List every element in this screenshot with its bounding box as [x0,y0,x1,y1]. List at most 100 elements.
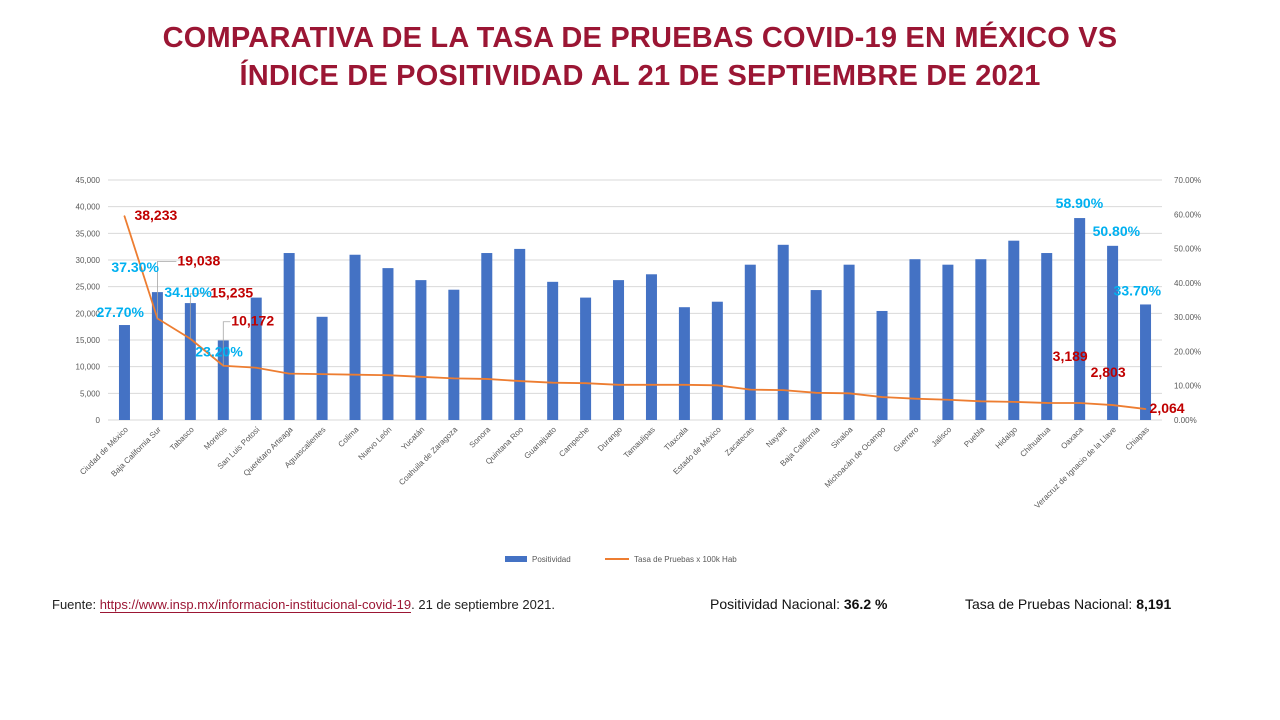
line-point [848,392,850,395]
data-label: 37.30% [111,259,159,275]
bar-positividad [118,325,130,420]
line-point [321,373,323,375]
bar-positividad [514,248,526,420]
bar-positividad [316,316,328,420]
data-label: 58.90% [1056,195,1104,211]
line-point [683,384,686,386]
line-point [947,398,949,401]
line-point [1078,402,1081,404]
label-leader-line [222,321,231,366]
line-point [123,215,126,217]
y-right-tick-label: 40.00% [1174,279,1201,288]
source-note: Fuente: https://www.insp.mx/informacion-… [52,597,555,613]
line-point [288,372,290,375]
bar-positividad [942,264,954,420]
line-point [1045,402,1048,404]
bar-positividad [580,297,592,420]
line-point [749,388,752,391]
x-tick-label: Jalisco [930,425,954,449]
x-tick-label: Colima [336,425,360,449]
bar-positividad [217,340,229,420]
line-point [255,366,258,369]
line-point [815,392,817,394]
bar-positividad [448,289,460,420]
x-tick-label: Campeche [557,425,591,459]
bar-positividad [843,264,855,420]
data-label: 2,064 [1150,400,1185,416]
data-label: 27.70% [96,304,144,320]
y-left-tick-label: 30,000 [76,256,101,265]
x-tick-label: Michoacán de Ocampo [823,425,888,490]
line-point [914,397,916,400]
x-tick-label: Puebla [962,425,986,449]
data-label: 10,172 [231,313,274,329]
x-tick-label: Tamaulipas [622,425,657,460]
line-point [518,380,521,382]
legend-label-positividad: Positividad [532,555,571,564]
source-prefix: Fuente: [52,597,100,612]
bar-positividad [184,303,196,420]
positivity-label: Positividad Nacional: [710,596,844,612]
x-tick-label: Durango [596,425,624,453]
x-tick-label: Nuevo León [357,425,394,462]
line-point [1144,408,1147,410]
bar-positividad [547,281,559,420]
bar-positividad [711,301,723,420]
line-point [617,384,620,386]
bar-positividad [382,268,394,420]
line-point [485,378,488,380]
bar-positividad [481,253,493,420]
x-tick-label: Yucatán [400,425,427,452]
chart-title-line2: ÍNDICE DE POSITIVIDAD AL 21 DE SEPTIEMBR… [239,60,1041,92]
x-tick-label: Guanajuato [522,425,558,461]
x-tick-label: Nayarit [764,425,789,450]
national-positivity: Positividad Nacional: 36.2 % [710,596,887,612]
x-tick-label: Hidalgo [994,425,1020,451]
line-point [881,396,883,398]
bar-positividad [909,259,921,420]
y-right-tick-label: 20.00% [1174,347,1201,356]
line-point [584,382,587,384]
y-left-tick-label: 40,000 [76,203,101,212]
bar-positividad [777,244,789,420]
x-tick-label: Chihuahua [1018,425,1052,459]
y-left-tick-label: 0 [96,416,101,425]
x-tick-label: Guerrero [891,425,920,454]
bar-positividad [744,264,756,420]
line-point [354,373,356,376]
bar-positividad [250,297,262,420]
positivity-value: 36.2 % [843,596,888,612]
x-tick-label: Tlaxcala [662,425,690,453]
bar-positividad [876,310,888,420]
y-left-tick-label: 5,000 [80,389,101,398]
x-tick-label: Zacatecas [723,425,755,457]
x-tick-label: Sonora [468,425,493,450]
bar-positividad [1074,218,1086,420]
data-label: 19,038 [177,252,220,268]
line-point [782,389,785,391]
bar-positividad [151,292,163,420]
y-left-tick-label: 15,000 [76,336,101,345]
test-rate-value: 8,191 [1136,596,1172,612]
data-label: 23.20% [195,343,243,359]
y-right-tick-label: 30.00% [1174,313,1201,322]
y-right-tick-label: 0.00% [1174,416,1197,425]
national-test-rate: Tasa de Pruebas Nacional: 8,191 [965,596,1171,612]
label-leader-line [157,261,177,319]
combo-chart: 0 5,000 10,000 15,000 20,000 25,000 30,000 35,0… [76,176,1202,564]
y-left-tick-label: 35,000 [76,229,101,238]
line-point [387,374,389,376]
y-right-tick-label: 60.00% [1174,210,1201,219]
line-tasa-pruebas [123,215,1146,410]
bar-positividad [283,253,295,420]
line-point [551,381,554,384]
x-tick-label: Morelos [202,425,228,451]
bar-positividad [1140,304,1152,420]
bar-positividad [1041,253,1053,420]
legend-label-tasa: Tasa de Pruebas x 100k Hab [634,555,737,564]
line-point [980,400,982,403]
legend-swatch-positividad [505,556,527,562]
data-label: 34.10% [164,284,212,300]
line-point [716,384,719,387]
source-link[interactable]: https://www.insp.mx/informacion-instituc… [99,597,412,613]
